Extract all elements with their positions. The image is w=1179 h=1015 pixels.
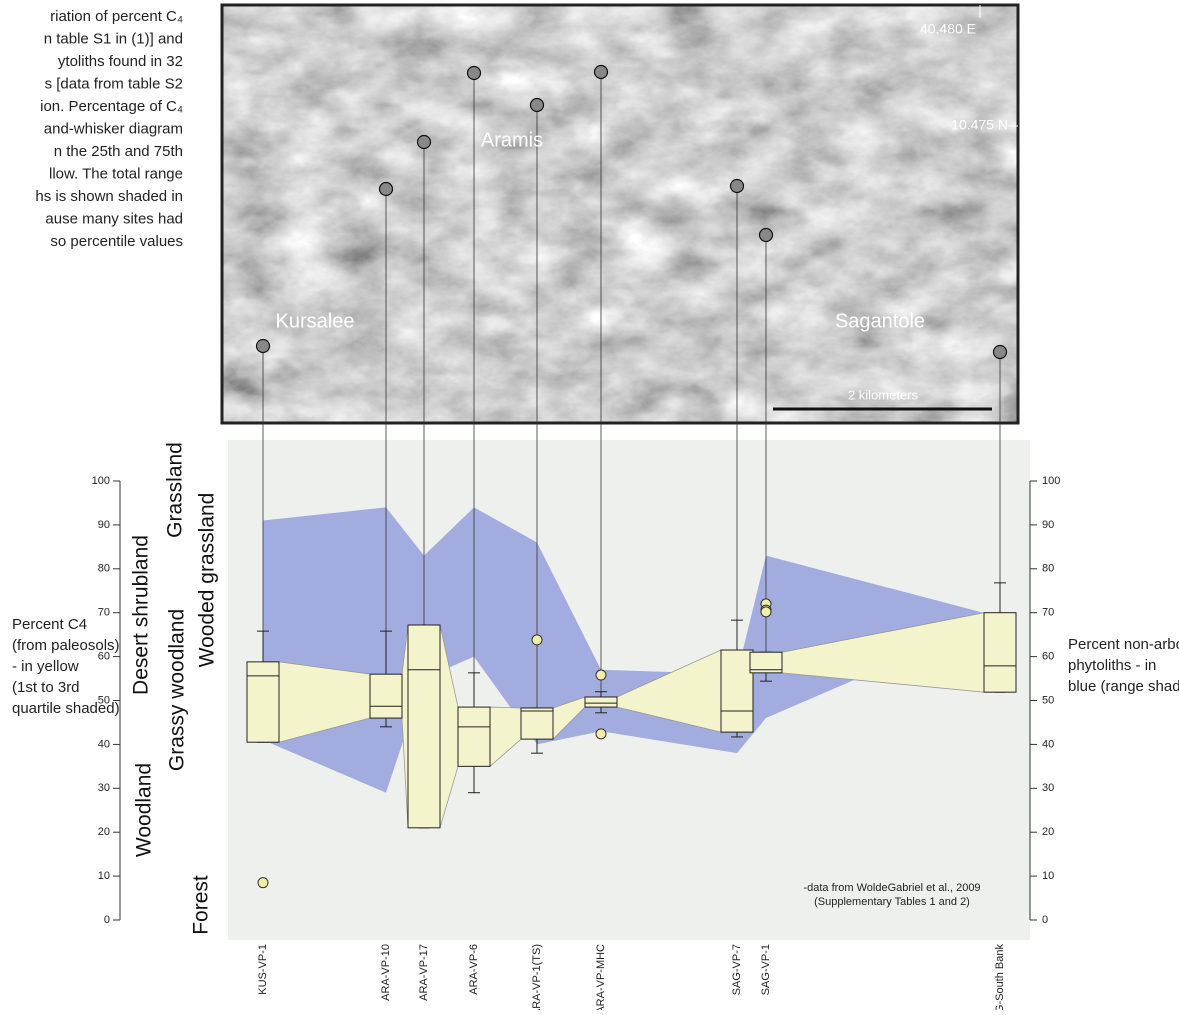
place-label: Sagantole bbox=[835, 310, 925, 332]
site-marker bbox=[729, 178, 745, 194]
x-tick-label: SAG-VP-7 bbox=[731, 944, 743, 995]
y2-tick-label: 30 bbox=[1042, 782, 1054, 794]
map-longitude: 40.480 E bbox=[920, 21, 976, 37]
vegetation-label: Wooded grassland bbox=[196, 493, 219, 668]
y2-tick-label: 0 bbox=[1042, 914, 1048, 926]
outlier bbox=[595, 669, 607, 681]
y2-tick-label: 80 bbox=[1042, 563, 1054, 575]
y-tick-label: 70 bbox=[98, 607, 110, 619]
x-tick-label: ARA-VP-MHC bbox=[595, 944, 607, 1010]
box bbox=[720, 649, 754, 733]
caption-line: and-whisker diagram bbox=[44, 120, 183, 137]
outlier bbox=[257, 877, 269, 889]
vegetation-label: Desert shrubland bbox=[130, 535, 153, 695]
y2-tick-label: 20 bbox=[1042, 826, 1054, 838]
x-tick-label: ARA-VP-1(TS) bbox=[531, 944, 543, 1010]
box bbox=[749, 651, 783, 674]
place-label: Aramis bbox=[481, 129, 543, 151]
y-tick-label: 60 bbox=[98, 651, 110, 663]
source-note: -data from WoldeGabriel et al., 2009 bbox=[803, 882, 980, 894]
site-marker bbox=[992, 344, 1008, 360]
outlier bbox=[760, 606, 772, 618]
y-axis-title: Percent C4 (from paleosols) - in yellow (1s… bbox=[12, 616, 120, 717]
y2-tick-label: 90 bbox=[1042, 519, 1054, 531]
caption-line: n the 25th and 75th bbox=[54, 143, 183, 160]
caption-line: hs is shown shaded in bbox=[35, 188, 183, 205]
y-tick-label: 80 bbox=[98, 563, 110, 575]
site-marker bbox=[466, 65, 482, 81]
y-tick-label: 10 bbox=[98, 870, 110, 882]
box bbox=[407, 624, 441, 829]
site-marker bbox=[255, 338, 271, 354]
phytolith-range bbox=[263, 507, 1000, 793]
site-marker bbox=[378, 181, 394, 197]
map-latitude: 10.475 N bbox=[951, 117, 1008, 133]
caption-line: ytoliths found in 32 bbox=[58, 53, 183, 70]
site-marker bbox=[758, 227, 774, 243]
x-tick-label: ARA-VP-17 bbox=[418, 944, 430, 1001]
caption-line: so percentile values bbox=[50, 233, 183, 250]
vegetation-label: Grassy woodland bbox=[166, 609, 189, 771]
y2-tick-label: 50 bbox=[1042, 694, 1054, 706]
y-tick-label: 20 bbox=[98, 826, 110, 838]
y2-tick-label: 40 bbox=[1042, 738, 1054, 750]
caption-line: s [data from table S2 bbox=[45, 75, 183, 92]
box bbox=[369, 673, 403, 719]
outlier bbox=[531, 634, 543, 646]
y-tick-label: 40 bbox=[98, 738, 110, 750]
y-tick-label: 0 bbox=[104, 914, 110, 926]
caption-line: riation of percent C₄ bbox=[50, 8, 183, 25]
caption-line: n table S1 in (1)] and bbox=[44, 30, 183, 47]
y2-tick-label: 60 bbox=[1042, 651, 1054, 663]
map-texture bbox=[222, 5, 1018, 423]
site-marker bbox=[593, 64, 609, 80]
box bbox=[584, 696, 618, 708]
caption-line: llow. The total range bbox=[49, 165, 183, 182]
y-tick-label: 30 bbox=[98, 782, 110, 794]
vegetation-label: Woodland bbox=[133, 763, 156, 857]
vegetation-label: Forest bbox=[190, 875, 213, 935]
box bbox=[520, 707, 554, 740]
y2-axis-title: Percent non-arborealphytoliths - inblue … bbox=[1068, 636, 1179, 695]
y2-tick-label: 10 bbox=[1042, 870, 1054, 882]
place-label: Kursalee bbox=[276, 310, 355, 332]
y-tick-label: 90 bbox=[98, 519, 110, 531]
scale-label: 2 kilometers bbox=[848, 387, 919, 402]
outlier bbox=[595, 728, 607, 740]
x-tick-label: ARA-VP-6 bbox=[468, 944, 480, 995]
x-tick-label: SAG-VP-1 bbox=[760, 944, 772, 995]
box bbox=[983, 612, 1017, 693]
caption-line: ause many sites had bbox=[45, 210, 183, 227]
y-tick-label: 50 bbox=[98, 694, 110, 706]
x-tick-label: SAG-South Bank bbox=[994, 944, 1006, 1010]
site-marker bbox=[529, 97, 545, 113]
box bbox=[457, 706, 491, 767]
y-tick-label: 100 bbox=[92, 475, 110, 487]
source-note: (Supplementary Tables 1 and 2) bbox=[814, 896, 970, 908]
map-frame bbox=[220, 3, 1020, 425]
x-tick-label: KUS-VP-1 bbox=[257, 944, 269, 995]
vegetation-label: Grassland bbox=[164, 442, 187, 538]
y2-tick-label: 70 bbox=[1042, 607, 1054, 619]
y2-tick-label: 100 bbox=[1042, 475, 1060, 487]
caption-line: ion. Percentage of C₄ bbox=[40, 98, 183, 115]
box bbox=[246, 661, 280, 743]
site-marker bbox=[416, 134, 432, 150]
x-tick-label: ARA-VP-10 bbox=[380, 944, 392, 1001]
